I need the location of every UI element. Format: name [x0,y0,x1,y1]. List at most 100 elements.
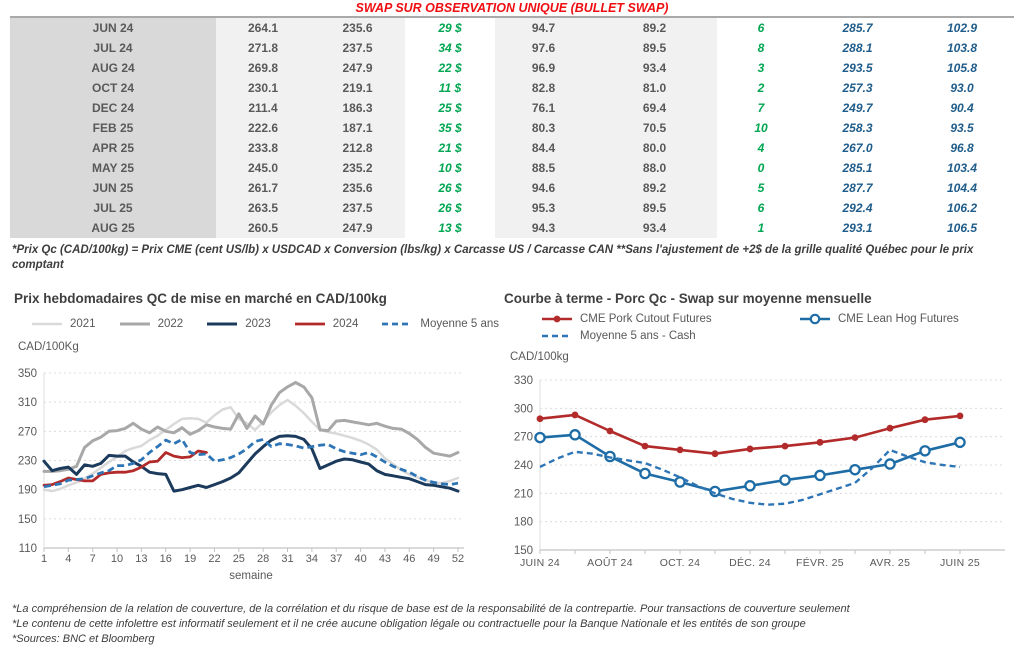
table-value-cell: 267.0 [842,141,873,155]
svg-text:34: 34 [306,553,318,565]
table-value-cell: 76.1 [495,98,592,118]
table-value-cell: 3 [757,61,765,75]
table-value-cell: 219.1 [310,78,405,98]
table-value-cell: 2 [757,81,765,95]
table-month-cell: AUG 25 [10,218,216,238]
legend-item: 2022 [118,318,183,330]
svg-text:270: 270 [18,426,37,438]
left-chart-legend: 2021 2022 2023 2024 Moyenne 5 ans [30,318,499,330]
legend-item: CME Lean Hog Futures [798,313,959,325]
svg-text:OCT. 24: OCT. 24 [660,557,701,569]
table-value-cell: 186.3 [310,98,405,118]
table-value-cell: 104.4 [946,181,978,195]
table-value-cell: 258.3 [842,121,873,135]
legend-item: 2021 [30,318,96,330]
table-value-cell: 29 $ [438,21,462,35]
svg-text:22: 22 [208,553,220,565]
table-value-cell: 25 $ [438,101,462,115]
table-value-cell: 10 [754,121,768,135]
footnote-line: *Sources: BNC et Bloomberg [12,633,155,645]
svg-text:43: 43 [379,553,391,565]
table-value-cell: 93.4 [592,218,717,238]
table-value-cell: 212.8 [310,138,405,158]
footer-notes: *La compréhension de la relation de couv… [12,602,1016,647]
table-value-cell: 260.5 [216,218,310,238]
table-value-cell: 211.4 [216,98,310,118]
table-value-cell: 106.2 [946,201,978,215]
svg-text:28: 28 [257,553,269,565]
table-month-cell: APR 25 [10,138,216,158]
table-value-cell: 247.9 [310,218,405,238]
svg-text:1: 1 [41,553,47,565]
svg-text:FÉVR. 25: FÉVR. 25 [796,556,844,569]
table-month-cell: DEC 24 [10,98,216,118]
table-value-cell: 84.4 [495,138,592,158]
legend-label: 2021 [70,318,96,330]
svg-text:JUIN 24: JUIN 24 [520,557,560,569]
table-value-cell: 263.5 [216,198,310,218]
legend-line-swatch [382,322,413,326]
table-month-cell: JUN 24 [10,18,216,38]
svg-text:semaine: semaine [229,570,272,582]
right-chart-legend: CME Pork Cutout Futures CME Lean Hog Futu… [540,313,959,342]
table-value-cell: 89.2 [592,18,717,38]
svg-text:AOÛT 24: AOÛT 24 [587,556,633,569]
table-month-cell: JUN 25 [10,178,216,198]
table-value-cell: 105.8 [946,61,978,75]
table-value-cell: 6 [757,201,765,215]
table-value-cell: 235.2 [310,158,405,178]
svg-text:330: 330 [514,375,533,387]
table-value-cell: 93.4 [592,58,717,78]
legend-label: 2023 [245,318,271,330]
footnote-line: *Le contenu de cette infolettre est info… [12,618,806,630]
legend-line-swatch [207,322,238,326]
svg-text:150: 150 [18,514,37,526]
svg-text:270: 270 [514,432,533,444]
svg-text:52: 52 [452,553,464,565]
table-value-cell: 271.8 [216,38,310,58]
svg-text:46: 46 [403,553,415,565]
table-value-cell: 247.9 [310,58,405,78]
table-value-cell: 269.8 [216,58,310,78]
table-value-cell: 102.9 [946,21,978,35]
svg-text:40: 40 [354,553,366,565]
table-value-cell: 261.7 [216,178,310,198]
table-month-cell: MAY 25 [10,158,216,178]
table-value-cell: 235.6 [310,18,405,38]
table-value-cell: 6 [757,21,765,35]
table-value-cell: 5 [757,181,765,195]
left-chart-title: Prix hebdomadaires QC de mise en marché … [14,291,387,306]
svg-text:16: 16 [160,553,172,565]
table-value-cell: 80.3 [495,118,592,138]
table-value-cell: 103.8 [946,41,978,55]
table-month-cell: FEB 25 [10,118,216,138]
table-value-cell: 235.6 [310,178,405,198]
table-value-cell: 88.0 [592,158,717,178]
table-value-cell: 69.4 [592,98,717,118]
table-value-cell: 26 $ [438,201,462,215]
legend-line-swatch [294,322,325,326]
table-value-cell: 70.5 [592,118,717,138]
table-value-cell: 233.8 [216,138,310,158]
table-value-cell: 245.0 [216,158,310,178]
legend-line-swatch [32,322,62,326]
title-divider [10,16,1014,18]
svg-text:CAD/100kg: CAD/100kg [510,351,569,363]
table-value-cell: 237.5 [310,38,405,58]
table-value-cell: 292.4 [842,201,873,215]
table-value-cell: 93.5 [950,121,974,135]
svg-text:7: 7 [90,553,96,565]
table-value-cell: 96.8 [950,141,974,155]
svg-text:10: 10 [111,553,123,565]
table-value-cell: 89.5 [592,38,717,58]
table-value-cell: 22 $ [438,61,462,75]
table-value-cell: 94.3 [495,218,592,238]
svg-text:25: 25 [233,553,245,565]
svg-text:19: 19 [184,553,196,565]
weekly-price-chart: 110 150 190 230 270 310 350 1 4 7 10 13 16 19 22 25 28 31… [18,341,464,582]
table-value-cell: 95.3 [495,198,592,218]
svg-text:310: 310 [18,397,37,409]
legend-label: Moyenne 5 ans [420,318,500,330]
svg-text:190: 190 [18,485,37,497]
